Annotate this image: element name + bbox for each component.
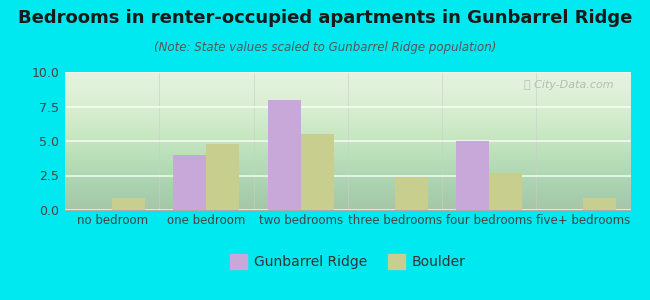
Bar xyxy=(174,155,207,210)
Bar xyxy=(207,144,239,210)
Bar xyxy=(584,198,616,210)
Bar xyxy=(268,100,300,210)
Text: (Note: State values scaled to Gunbarrel Ridge population): (Note: State values scaled to Gunbarrel … xyxy=(154,40,496,53)
Legend: Gunbarrel Ridge, Boulder: Gunbarrel Ridge, Boulder xyxy=(225,249,471,275)
Bar xyxy=(112,198,145,210)
Text: Ⓜ City-Data.com: Ⓜ City-Data.com xyxy=(524,80,614,90)
Text: Bedrooms in renter-occupied apartments in Gunbarrel Ridge: Bedrooms in renter-occupied apartments i… xyxy=(18,9,632,27)
Bar xyxy=(489,173,522,210)
Bar xyxy=(456,141,489,210)
Bar xyxy=(300,134,333,210)
Bar xyxy=(395,177,428,210)
